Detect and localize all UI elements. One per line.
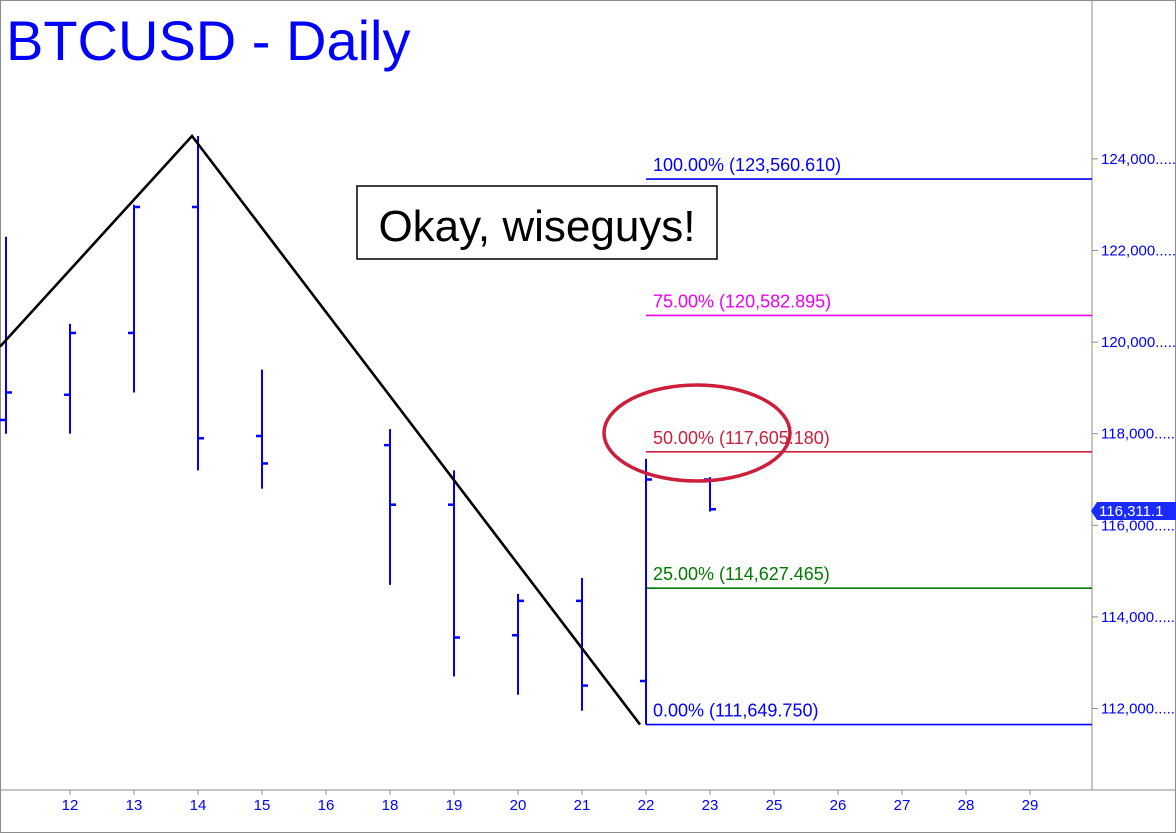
ohlc-bars: [0, 136, 716, 725]
x-tick-label: 25: [766, 797, 783, 814]
x-tick-label: 27: [894, 797, 911, 814]
x-tick-label: 12: [62, 797, 79, 814]
x-tick-label: 14: [190, 797, 207, 814]
time-axis: 12 13 14 15 16 18 19 20 21 22 23 25 26 27 28 29: [62, 790, 1039, 814]
chart-title: BTCUSD - Daily: [6, 9, 410, 72]
x-tick-label: 22: [638, 797, 655, 814]
annotation-border: [356, 185, 718, 260]
y-tick-label: 116,000.....: [1101, 517, 1175, 534]
ohlc-bar-11: [0, 236, 12, 434]
y-tick-label: 114,000.....: [1101, 609, 1175, 626]
y-tick-label: 120,000.....: [1101, 334, 1176, 351]
price-axis: 112,000..... 114,000..... 116,000..... 118,…: [1092, 151, 1176, 718]
y-tick-label: 122,000.....: [1101, 243, 1176, 260]
y-tick-label: 118,000.....: [1101, 426, 1175, 443]
last-price-label: 116,311.1: [1099, 503, 1164, 520]
x-tick-label: 15: [254, 797, 271, 814]
x-tick-label: 28: [958, 797, 975, 814]
x-tick-label: 19: [446, 797, 463, 814]
y-tick-label: 112,000.....: [1101, 701, 1175, 718]
ohlc-bar-12: [64, 323, 76, 434]
fib-label-0: 100.00% (123,560.610): [653, 155, 841, 175]
pattern-polyline: [0, 133, 642, 726]
last-price-tag: [1091, 502, 1176, 521]
x-tick-label: 18: [382, 797, 399, 814]
fib-label-2: 50.00% (117,605.180): [653, 428, 830, 448]
y-tick-label: 124,000.....: [1101, 151, 1176, 168]
ohlc-bar-21: [576, 577, 588, 711]
fib-label-3: 25.00% (114,627.465): [653, 564, 830, 584]
ohlc-bar-18: [384, 429, 396, 585]
ohlc-bar-20: [512, 594, 524, 695]
last-price-marker: 116,311.1: [1091, 502, 1176, 521]
x-tick-label: 29: [1022, 797, 1039, 814]
annotation-box: Okay, wiseguys!: [356, 185, 718, 260]
ohlc-bar-15: [256, 369, 268, 489]
ohlc-bar-14: [192, 136, 204, 471]
fib-label-1: 75.00% (120,582.895): [653, 291, 831, 311]
pattern-lines: [0, 133, 642, 726]
fib-label-4: 0.00% (111,649.750): [653, 701, 818, 721]
ohlc-bar-19: [448, 470, 460, 677]
x-tick-label: 13: [126, 797, 143, 814]
x-tick-label: 16: [318, 797, 335, 814]
highlight-ellipse: [602, 383, 792, 483]
x-tick-label: 26: [830, 797, 847, 814]
fib-levels: 100.00% (123,560.610) 75.00% (120,582.895…: [646, 155, 1092, 726]
ohlc-bar-13: [128, 204, 140, 393]
x-tick-label: 20: [510, 797, 527, 814]
x-tick-label: 21: [574, 797, 591, 814]
annotation-text: Okay, wiseguys!: [378, 202, 695, 251]
x-tick-label: 23: [702, 797, 719, 814]
ohlc-bar-22: [640, 458, 652, 725]
